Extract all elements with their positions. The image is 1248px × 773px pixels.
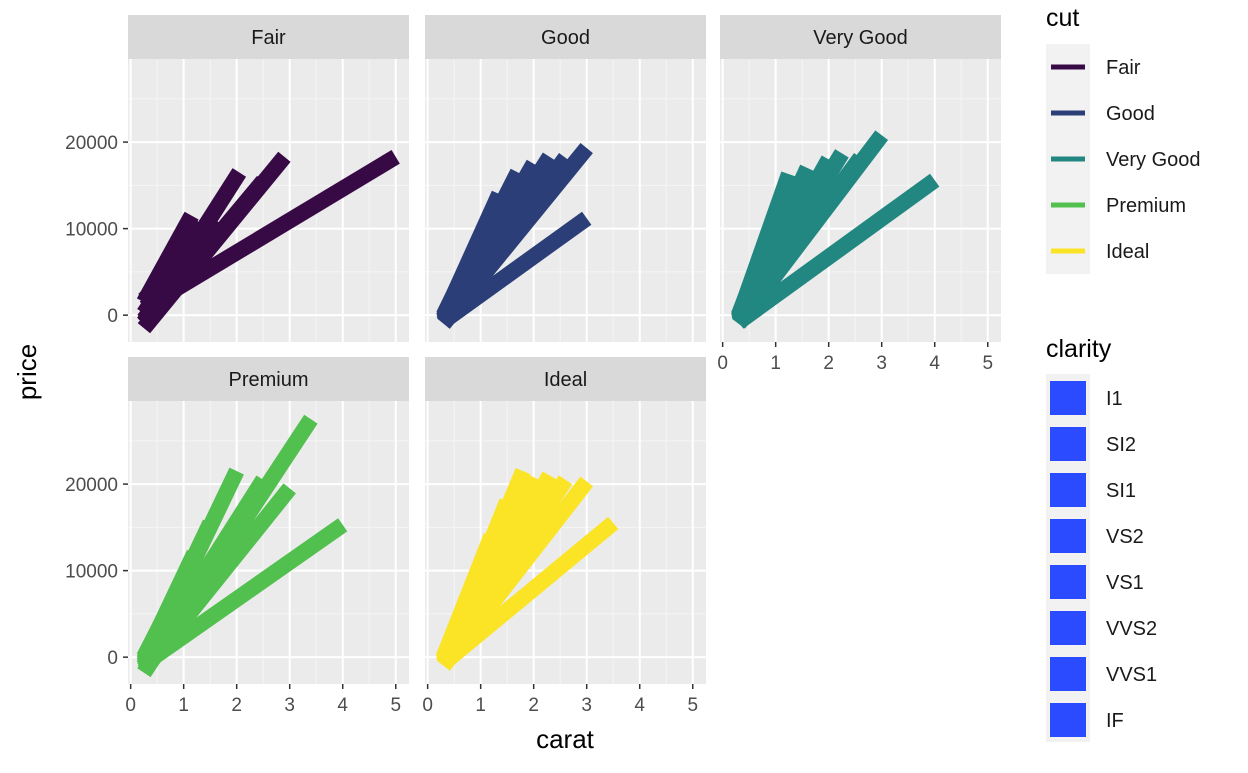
y-tick-label: 20000 bbox=[65, 133, 118, 154]
legend-label: Premium bbox=[1106, 195, 1186, 217]
facet-strip-label: Ideal bbox=[544, 369, 587, 391]
legend-label: SI2 bbox=[1106, 434, 1136, 456]
legend-label: VVS2 bbox=[1106, 618, 1157, 640]
series-line-if bbox=[436, 533, 499, 661]
x-tick-label: 4 bbox=[634, 695, 645, 716]
x-tick-label: 1 bbox=[475, 695, 486, 716]
x-axis-title: carat bbox=[536, 724, 595, 754]
facet-strip bbox=[128, 15, 409, 59]
y-tick-label: 20000 bbox=[65, 475, 118, 496]
legend-key-fill bbox=[1050, 611, 1086, 645]
facet-strip bbox=[128, 357, 409, 401]
legend-title: cut bbox=[1046, 4, 1079, 32]
x-tick-label: 4 bbox=[929, 353, 940, 374]
legend-label: VVS1 bbox=[1106, 664, 1157, 686]
legend-label: Ideal bbox=[1106, 241, 1149, 263]
legend-label: Very Good bbox=[1106, 149, 1201, 171]
legend-key-fill bbox=[1050, 565, 1086, 599]
x-tick-label: 2 bbox=[528, 695, 539, 716]
panel-good: Good bbox=[425, 15, 706, 342]
facet-strip bbox=[425, 357, 706, 401]
legend-layer: cut Fair Good Very Good Premium Ideal clarity I… bbox=[1046, 4, 1201, 742]
facet-strip bbox=[425, 15, 706, 59]
legend-key-fill bbox=[1050, 381, 1086, 415]
facet-strip-label: Premium bbox=[228, 369, 308, 391]
panel-data bbox=[136, 414, 348, 678]
x-tick-label: 4 bbox=[337, 695, 348, 716]
series-line-i1 bbox=[733, 173, 940, 329]
legend-label: IF bbox=[1106, 710, 1124, 732]
legend-label: Fair bbox=[1106, 57, 1141, 79]
x-tick-label: 3 bbox=[581, 695, 592, 716]
x-tick-label: 3 bbox=[876, 353, 887, 374]
facet-strip-label: Very Good bbox=[813, 27, 908, 49]
panel-very-good: Very Good 0 1 2 3 4 5 bbox=[717, 15, 1001, 374]
y-tick-label: 10000 bbox=[65, 220, 118, 241]
legend-cut: cut Fair Good Very Good Premium Ideal bbox=[1046, 4, 1201, 274]
series-line-if bbox=[136, 575, 191, 661]
series-line-if bbox=[138, 270, 174, 306]
facet-strip bbox=[720, 15, 1001, 59]
legend-title: clarity bbox=[1046, 335, 1112, 363]
x-tick-label: 2 bbox=[231, 695, 242, 716]
legend-label: VS2 bbox=[1106, 526, 1144, 548]
x-tick-label: 3 bbox=[284, 695, 295, 716]
legend-key-fill bbox=[1050, 519, 1086, 553]
legend-key-fill bbox=[1050, 657, 1086, 691]
series-line-if bbox=[731, 217, 784, 319]
series-line-if bbox=[436, 225, 494, 319]
panel-ideal: Ideal 0 1 2 3 4 5 bbox=[422, 357, 706, 716]
panel-fair: Fair 0 10000 20000 bbox=[65, 15, 409, 342]
x-tick-label: 1 bbox=[770, 353, 781, 374]
x-tick-label: 0 bbox=[422, 695, 433, 716]
x-tick-label: 2 bbox=[823, 353, 834, 374]
legend-key-fill bbox=[1050, 473, 1086, 507]
legend-key-fill bbox=[1050, 703, 1086, 737]
legend-label: SI1 bbox=[1106, 480, 1136, 502]
x-tick-label: 5 bbox=[982, 353, 993, 374]
y-axis-title: price bbox=[12, 344, 42, 400]
legend-label: VS1 bbox=[1106, 572, 1144, 594]
x-tick-label: 1 bbox=[178, 695, 189, 716]
legend-key-fill bbox=[1050, 427, 1086, 461]
x-tick-label: 0 bbox=[125, 695, 136, 716]
facet-strip-label: Fair bbox=[251, 27, 286, 49]
y-tick-label: 0 bbox=[107, 306, 118, 327]
legend-label: Good bbox=[1106, 103, 1155, 125]
x-tick-label: 5 bbox=[390, 695, 401, 716]
panel-data bbox=[731, 130, 940, 329]
panel-data bbox=[136, 149, 400, 334]
panel-premium: Premium 0 10000 20000 0 1 2 3 4 5 bbox=[65, 357, 409, 716]
facet-strip-label: Good bbox=[541, 27, 590, 49]
legend-label: I1 bbox=[1106, 388, 1123, 410]
legend-clarity: clarity I1 SI2 SI1 VS2 VS1 VVS2 VVS1 IF bbox=[1046, 335, 1157, 742]
y-tick-label: 0 bbox=[107, 648, 118, 669]
x-tick-label: 5 bbox=[687, 695, 698, 716]
panel-data bbox=[436, 143, 593, 329]
y-tick-label: 10000 bbox=[65, 562, 118, 583]
panel-data bbox=[436, 468, 619, 671]
x-tick-label: 0 bbox=[717, 353, 728, 374]
